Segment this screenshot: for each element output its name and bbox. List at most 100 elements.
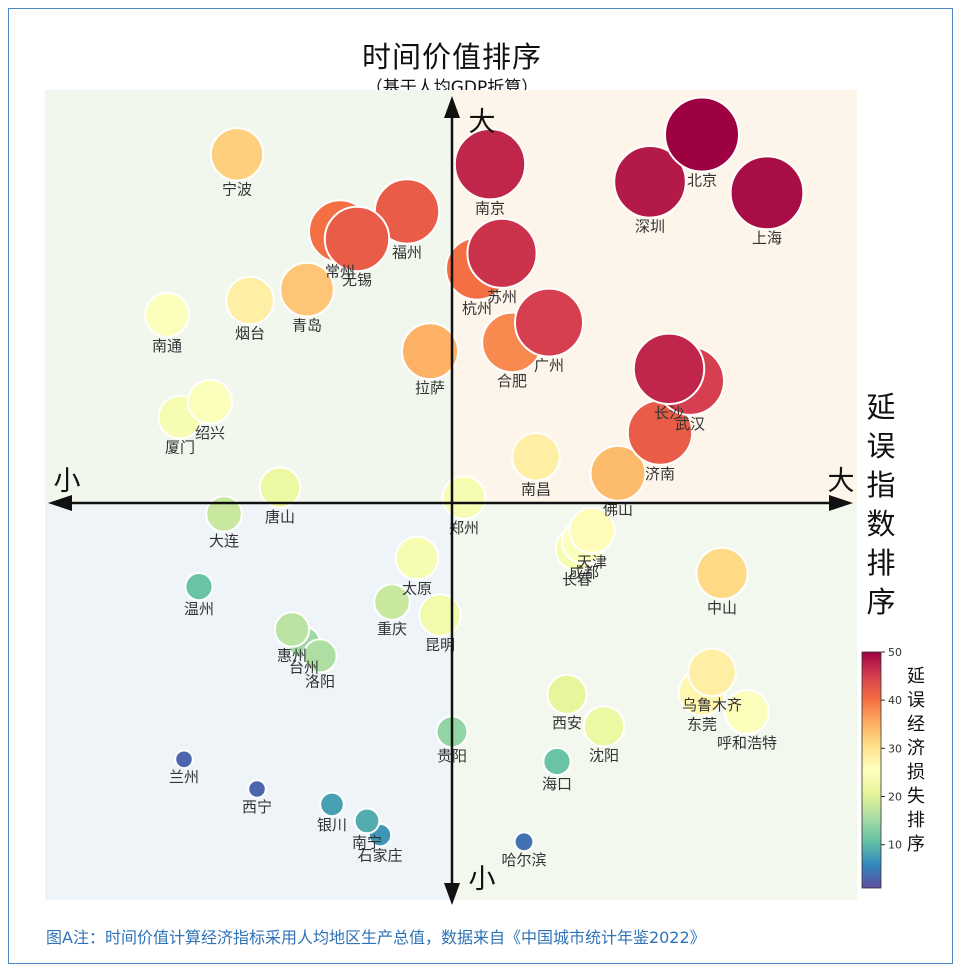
colorbar-label-char: 失 [907,786,925,807]
y-axis-low-label: 小 [469,864,496,895]
city-label: 惠州 [277,647,307,665]
city-label: 石家庄 [357,846,402,864]
city-label: 台州 [289,659,319,677]
colorbar-gradient [861,651,882,889]
city-label: 乌鲁木齐 [682,696,742,714]
city-label: 南宁 [352,833,382,851]
city-point [373,583,411,621]
x-axis-high-label: 大 [828,466,855,497]
city-point [144,291,190,338]
colorbar: 10 20 30 40 50 [861,646,902,889]
quadrant-bottom-right [452,503,857,900]
city-point [187,378,233,425]
city-point [205,495,243,533]
city-point [225,275,275,326]
colorbar-ticks: 10 20 30 40 50 [881,646,902,852]
city-point [323,205,391,273]
city-point [582,705,626,748]
city-label: 大连 [209,532,239,550]
city-label: 唐山 [265,508,295,526]
colorbar-tick-label: 40 [888,694,902,707]
colorbar-label-char: 排 [907,810,925,831]
figure-frame [8,8,953,964]
city-label: 成都 [569,564,599,582]
city-label: 哈尔滨 [501,851,546,869]
city-label: 兰州 [169,768,199,786]
city-label: 福州 [392,244,422,262]
city-label: 常州 [325,262,355,280]
colorbar-label-char: 济 [907,738,925,759]
city-label: 郑州 [449,519,479,537]
city-label: 广州 [534,357,564,375]
city-label: 温州 [184,600,214,618]
city-point [258,466,302,509]
chart-title: 时间价值排序 [361,40,542,74]
city-label: 北京 [687,172,717,190]
city-label: 上海 [752,229,782,247]
city-point [724,689,770,735]
city-point [209,127,265,182]
city-label: 烟台 [235,324,265,342]
city-label: 洛阳 [305,673,335,691]
city-point [184,572,214,602]
city-point [466,217,538,289]
city-label: 深圳 [635,218,665,236]
city-point [546,673,588,716]
city-label: 长春 [562,571,592,589]
colorbar-tick-label: 10 [888,839,902,852]
city-label: 济南 [645,465,675,483]
x-axis-right-arrow [829,495,853,511]
city-label: 重庆 [377,620,407,638]
city-label: 海口 [542,775,572,793]
city-point [441,475,487,520]
x-axis-title-char: 数 [866,507,896,541]
city-point [589,444,647,502]
city-point [319,791,345,818]
city-point [353,807,381,835]
y-axis-top-arrow [444,96,460,118]
y-axis-high-label: 大 [469,107,496,138]
city-point [613,145,687,219]
city-label: 杭州 [462,300,492,318]
city-label: 无锡 [342,271,372,289]
city-point [568,506,616,555]
city-label: 苏州 [487,288,517,306]
city-label: 长沙 [654,404,684,422]
city-label: 宁波 [222,181,252,199]
city-label: 西宁 [242,798,272,816]
city-point [729,155,805,231]
city-point [453,128,527,201]
city-label: 南通 [152,337,182,355]
city-point [174,749,194,770]
x-axis-title: 延误指数排序 [863,388,899,622]
city-point [511,432,561,482]
colorbar-label-char: 损 [907,762,925,783]
figure-caption: 图A注：时间价值计算经济指标采用人均地区生产总值，数据来自《中国城市统计年鉴20… [46,928,706,947]
x-axis-title-char: 序 [866,585,896,619]
colorbar-label-char: 误 [907,690,925,711]
x-axis-title-char: 指 [866,468,896,502]
colorbar-tick-label: 20 [888,790,902,803]
city-label: 呼和浩特 [717,734,777,752]
city-point [632,332,706,405]
city-label: 南昌 [521,481,551,499]
city-label: 合肥 [497,372,527,390]
city-point [514,287,584,358]
y-axis-bottom-arrow [444,883,460,905]
city-label: 厦门 [165,439,195,457]
city-point [695,546,749,601]
city-point [418,593,462,638]
x-axis-title-char: 误 [866,429,896,463]
city-point [302,638,338,674]
city-label: 青岛 [292,316,322,334]
city-label: 绍兴 [195,424,225,442]
city-label: 天津 [577,553,607,571]
city-label: 西安 [552,714,582,732]
city-point [247,779,267,799]
city-label: 太原 [402,579,432,597]
city-label: 南京 [475,199,505,217]
x-axis-title-char: 延 [866,390,896,424]
colorbar-label-char: 序 [907,834,925,855]
